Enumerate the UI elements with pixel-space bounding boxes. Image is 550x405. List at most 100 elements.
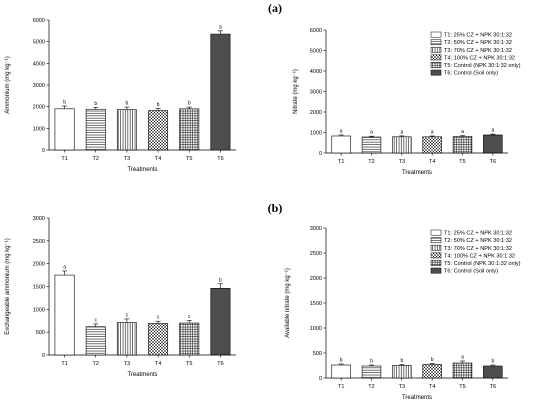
- bar: [85, 108, 106, 151]
- x-tick-label: T1: [61, 156, 67, 162]
- y-tick-label: 5000: [33, 40, 45, 46]
- y-tick-label: 6000: [310, 28, 322, 34]
- y-tick-label: 0: [42, 353, 45, 359]
- y-tick-label: 2000: [310, 276, 322, 282]
- x-tick-label: T3: [124, 361, 130, 367]
- y-tick-label: 0: [42, 148, 45, 154]
- y-tick-label: 0: [319, 376, 322, 382]
- legend-swatch: [430, 31, 442, 38]
- significance-letter: b: [431, 357, 434, 363]
- x-tick-label: T6: [490, 384, 496, 390]
- panel-label-b: (b): [268, 201, 283, 215]
- x-axis-title: Treatments: [402, 395, 432, 401]
- x-tick-label: T2: [368, 159, 374, 165]
- bar: [54, 274, 75, 356]
- significance-letter: c: [188, 314, 191, 320]
- legend-swatch: [430, 39, 442, 46]
- legend-swatch: [430, 62, 442, 68]
- y-tick-label: 5000: [310, 49, 322, 55]
- x-tick-label: T3: [124, 156, 130, 162]
- significance-letter: b: [126, 101, 129, 107]
- bar: [148, 110, 169, 151]
- bar: [85, 326, 106, 356]
- x-tick-label: T1: [338, 159, 344, 165]
- legend-label: T6: Control (Soil only): [444, 269, 498, 275]
- bar: [179, 322, 200, 356]
- x-tick-label: T1: [338, 384, 344, 390]
- x-tick-label: T5: [186, 156, 192, 162]
- y-tick-label: 1500: [310, 301, 322, 307]
- significance-letter: b: [400, 358, 403, 364]
- significance-letter: b: [157, 102, 160, 108]
- y-tick-label: 3000: [33, 216, 45, 222]
- significance-letter: a: [461, 355, 464, 361]
- x-tick-label: T6: [217, 156, 223, 162]
- significance-letter: b: [219, 277, 222, 283]
- significance-letter: a: [63, 264, 66, 270]
- legend-label: T2: 50% CZ + NPK 30:1:32: [444, 238, 512, 244]
- y-tick-label: 500: [36, 330, 45, 336]
- y-tick-label: 3000: [33, 83, 45, 89]
- legend-label: T2: 50% CZ + NPK 30:1:32: [444, 40, 512, 46]
- x-tick-label: T2: [93, 156, 99, 162]
- y-tick-label: 6000: [33, 18, 45, 24]
- y-tick-label: 4000: [33, 61, 45, 67]
- legend-swatch: [430, 54, 442, 61]
- legend-swatch: [430, 260, 442, 266]
- y-tick-label: 2000: [310, 110, 322, 116]
- legend-label: T1: 25% CZ + NPK 30:1:32: [444, 33, 512, 39]
- bar: [452, 136, 473, 154]
- bar: [422, 364, 442, 379]
- legend-label: T5: Control (NPK 30:1:32 only): [444, 261, 521, 267]
- y-tick-label: 500: [313, 351, 322, 357]
- legend-swatch: [430, 69, 442, 76]
- bar: [210, 33, 231, 151]
- y-tick-label: 1500: [33, 285, 45, 291]
- significance-letter: a: [400, 129, 403, 135]
- x-tick-label: T5: [459, 384, 465, 390]
- bar: [331, 135, 351, 154]
- significance-letter: b: [94, 101, 97, 107]
- significance-letter: a: [370, 130, 373, 136]
- significance-letter: c: [95, 317, 98, 323]
- bar: [483, 365, 503, 379]
- x-axis-title: Treatments: [402, 170, 432, 176]
- y-tick-label: 2500: [310, 251, 322, 257]
- bar: [116, 322, 137, 356]
- bar: [361, 365, 382, 379]
- significance-letter: a: [461, 129, 464, 135]
- significance-letter: b: [188, 101, 191, 107]
- y-tick-label: 1000: [310, 131, 322, 137]
- significance-letter: a: [431, 129, 434, 135]
- bar: [210, 288, 231, 356]
- y-axis-title: Exchangeable ammonium (mg kg⁻¹): [5, 238, 11, 335]
- bar: [452, 362, 473, 379]
- x-tick-label: T3: [399, 159, 405, 165]
- significance-letter: a: [219, 24, 222, 30]
- y-axis-title: Ammonium (mg kg⁻¹): [5, 56, 11, 114]
- bar: [148, 323, 169, 356]
- x-axis-title: Treatments: [127, 167, 157, 173]
- x-tick-label: T5: [186, 361, 192, 367]
- significance-letter: a: [491, 128, 494, 134]
- legend-label: T6: Control (Soil only): [444, 71, 498, 77]
- y-tick-label: 3000: [310, 226, 322, 232]
- legend-label: T4: 100% CZ + NPK 30:1:32: [444, 253, 515, 259]
- y-axis-title: Available nitrate (mg kg⁻¹): [285, 268, 291, 338]
- legend-label: T1: 25% CZ + NPK 30:1:32: [444, 231, 512, 237]
- legend-swatch: [430, 46, 442, 53]
- x-tick-label: T2: [93, 361, 99, 367]
- y-tick-label: 2000: [33, 105, 45, 111]
- bar: [392, 136, 412, 154]
- legend-swatch: [430, 267, 442, 274]
- available-nitrate-chart: 0 500 1000 1500 2000 2500 3000 b T1 b T2 b T3 b T4 a T5 b…: [285, 226, 521, 401]
- bar: [331, 364, 351, 379]
- legend-swatch: [430, 252, 442, 259]
- x-tick-label: T4: [429, 159, 435, 165]
- bar: [116, 109, 137, 151]
- bar: [422, 136, 442, 154]
- y-tick-label: 1000: [33, 126, 45, 132]
- significance-letter: b: [340, 358, 343, 364]
- legend-label: T3: 70% CZ + NPK 30:1:32: [444, 246, 512, 252]
